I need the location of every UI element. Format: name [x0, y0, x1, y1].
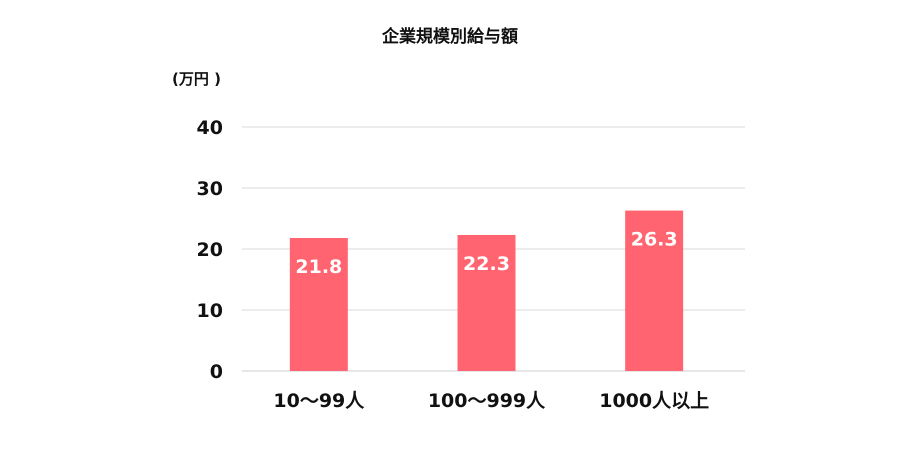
data-labels: 21.8 22.3 26.3: [295, 229, 677, 278]
y-axis-ticks: 0 10 20 30 40: [197, 117, 223, 383]
bar: [625, 210, 684, 371]
x-tick-label: 1000人以上: [599, 390, 709, 412]
bar: [289, 238, 348, 371]
bar-value-label: 21.8: [295, 256, 342, 278]
y-axis-unit-label: (万円 ): [172, 70, 221, 88]
y-tick-label: 40: [197, 117, 223, 139]
x-tick-label: 100～999人: [428, 390, 546, 412]
bars: [289, 210, 684, 371]
bar-value-label: 26.3: [631, 229, 678, 251]
y-tick-label: 0: [210, 361, 223, 383]
bar-value-label: 22.3: [463, 253, 510, 275]
chart-title: 企業規模別給与額: [381, 26, 518, 47]
x-tick-label: 10～99人: [273, 390, 365, 412]
x-axis-ticks: 10～99人 100～999人 1000人以上: [273, 390, 709, 412]
y-tick-label: 20: [197, 239, 223, 261]
y-tick-label: 30: [197, 178, 223, 200]
y-tick-label: 10: [197, 300, 223, 322]
bar: [457, 234, 516, 371]
